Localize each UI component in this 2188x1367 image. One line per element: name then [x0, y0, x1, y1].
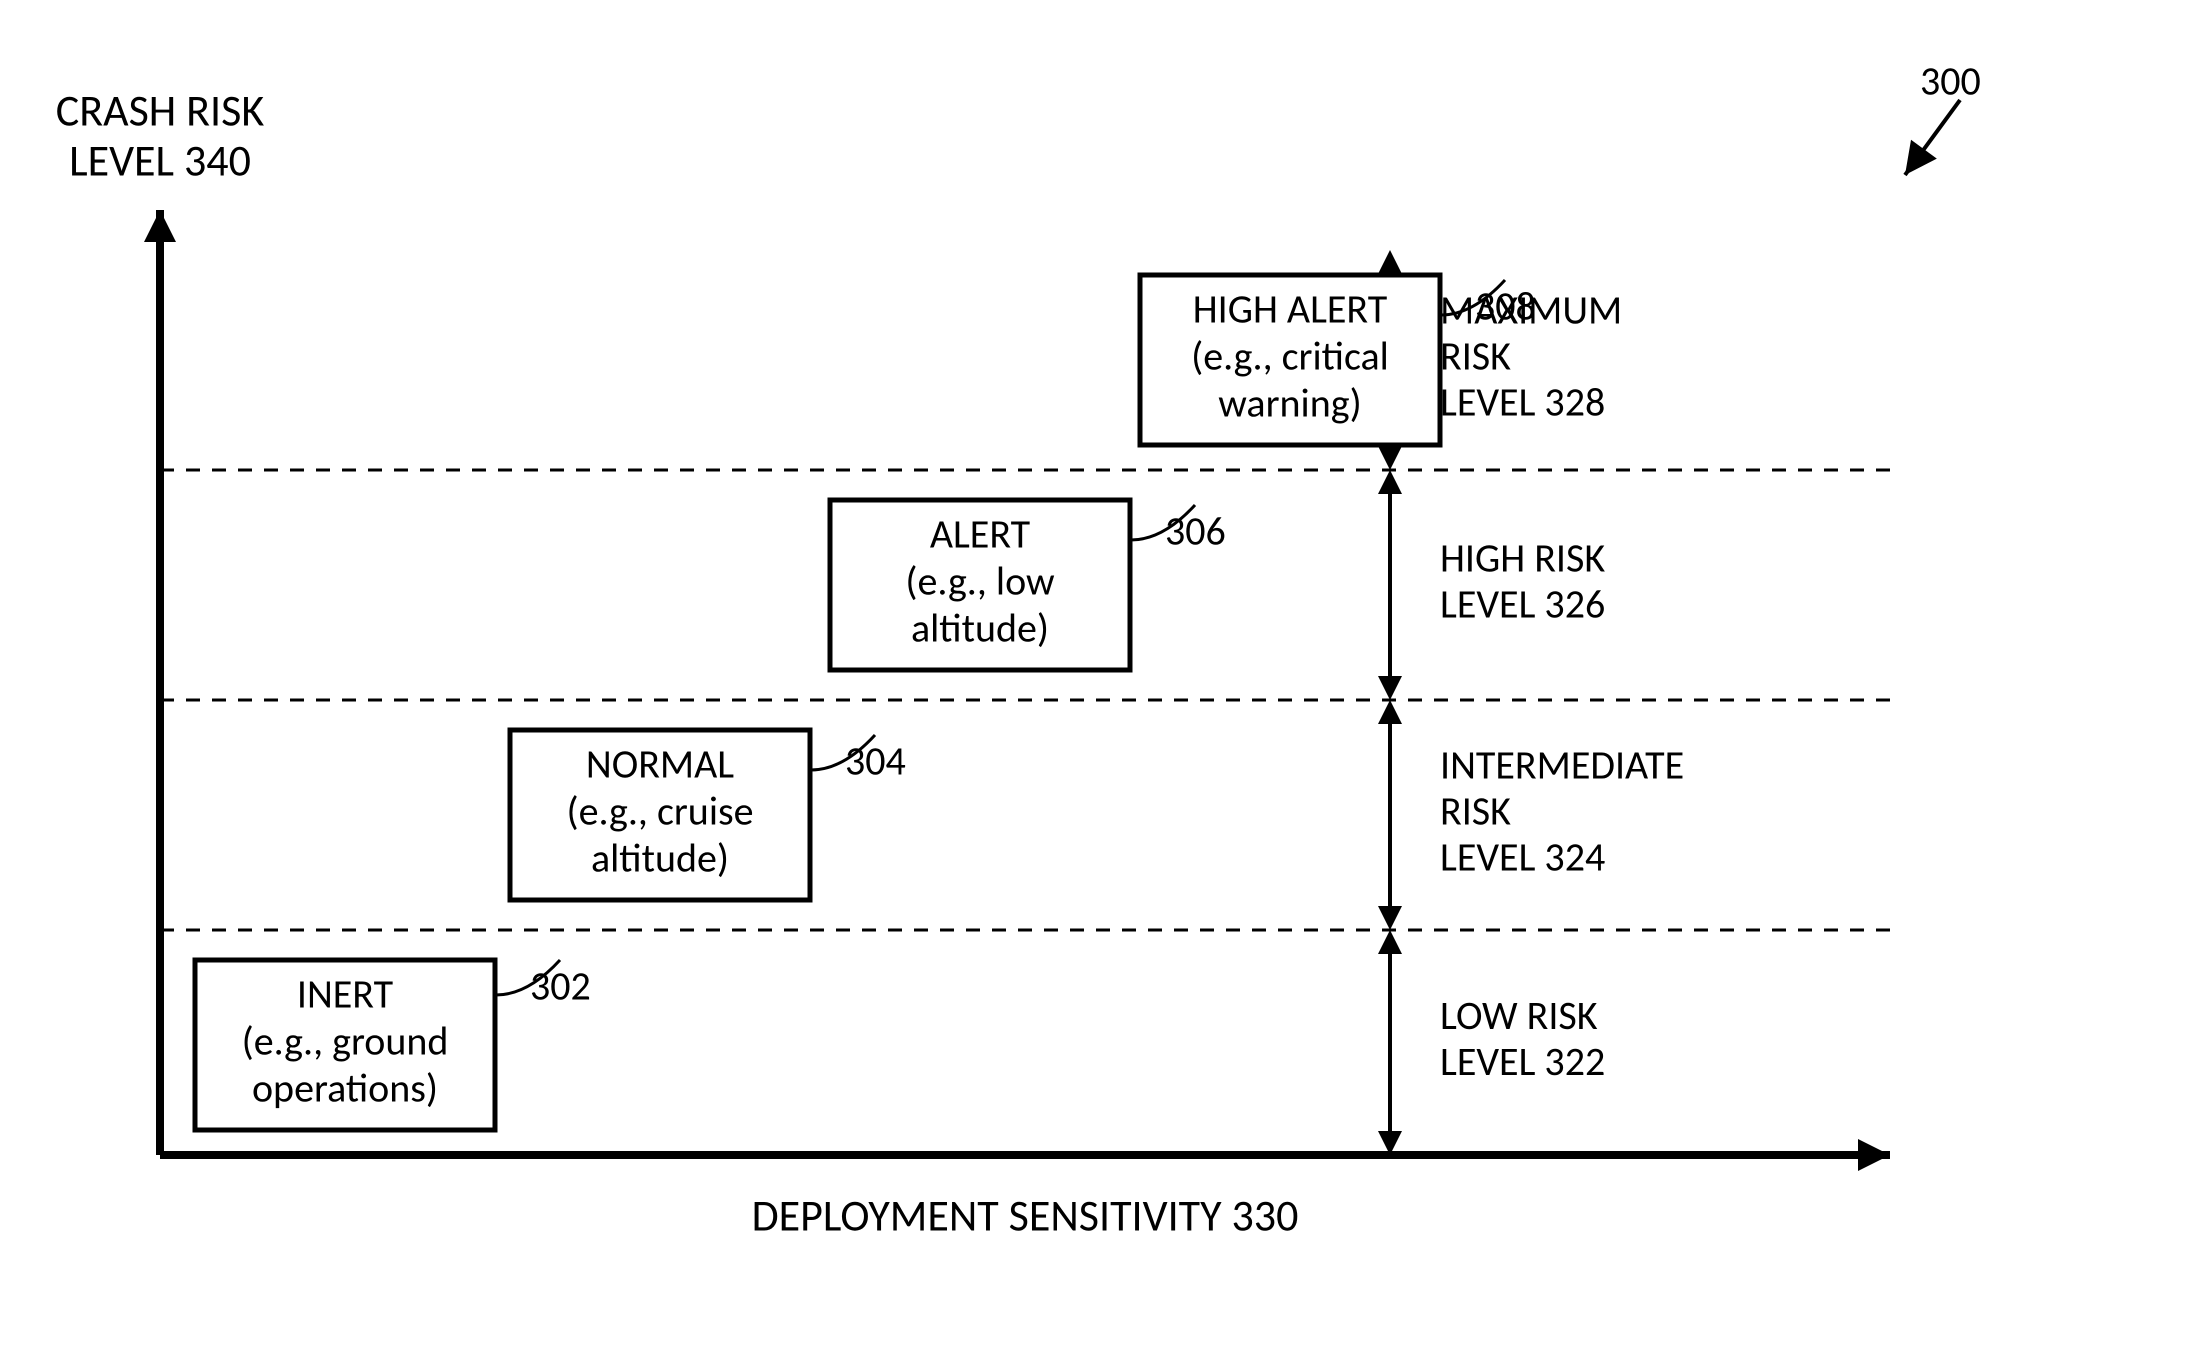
- state-box-text: (e.g., ground: [242, 1017, 449, 1066]
- state-box-text: (e.g., critical: [1191, 332, 1389, 381]
- reference-number: 302: [530, 962, 591, 1011]
- y-axis-label-line1: CRASH RISK: [56, 84, 265, 138]
- x-axis-label: DEPLOYMENT SENSITIVITY 330: [752, 1189, 1299, 1243]
- state-box-text: ALERT: [930, 509, 1031, 558]
- band-label: LOW RISK: [1440, 991, 1598, 1040]
- state-box-text: (e.g., low: [905, 557, 1055, 606]
- band-label: LEVEL 322: [1440, 1037, 1605, 1086]
- band-label: RISK: [1440, 332, 1511, 381]
- state-box-text: INERT: [297, 969, 394, 1018]
- state-box-text: altitude): [591, 834, 729, 883]
- state-box-text: operations): [252, 1064, 438, 1113]
- band-label: INTERMEDIATE: [1440, 741, 1684, 790]
- state-box-text: altitude): [911, 604, 1049, 653]
- band-label: HIGH RISK: [1440, 534, 1605, 583]
- y-axis-label-line2: LEVEL 340: [69, 134, 251, 188]
- state-box-text: NORMAL: [586, 739, 734, 788]
- band-label: LEVEL 328: [1440, 378, 1605, 427]
- reference-number: 306: [1165, 507, 1226, 556]
- state-box-text: (e.g., cruise: [566, 787, 753, 836]
- band-label: LEVEL 326: [1440, 580, 1605, 629]
- reference-number: 304: [845, 737, 906, 786]
- reference-number: 308: [1475, 282, 1536, 331]
- state-box-text: HIGH ALERT: [1193, 284, 1388, 333]
- figure-reference-arrowhead: [1905, 140, 1937, 175]
- band-label: LEVEL 324: [1440, 833, 1605, 882]
- state-box-text: warning): [1218, 379, 1361, 428]
- figure-reference-number: 300: [1920, 57, 1981, 106]
- band-label: RISK: [1440, 787, 1511, 836]
- risk-level-diagram: CRASH RISKLEVEL 340 DEPLOYMENT SENSITIVIT…: [0, 0, 2188, 1367]
